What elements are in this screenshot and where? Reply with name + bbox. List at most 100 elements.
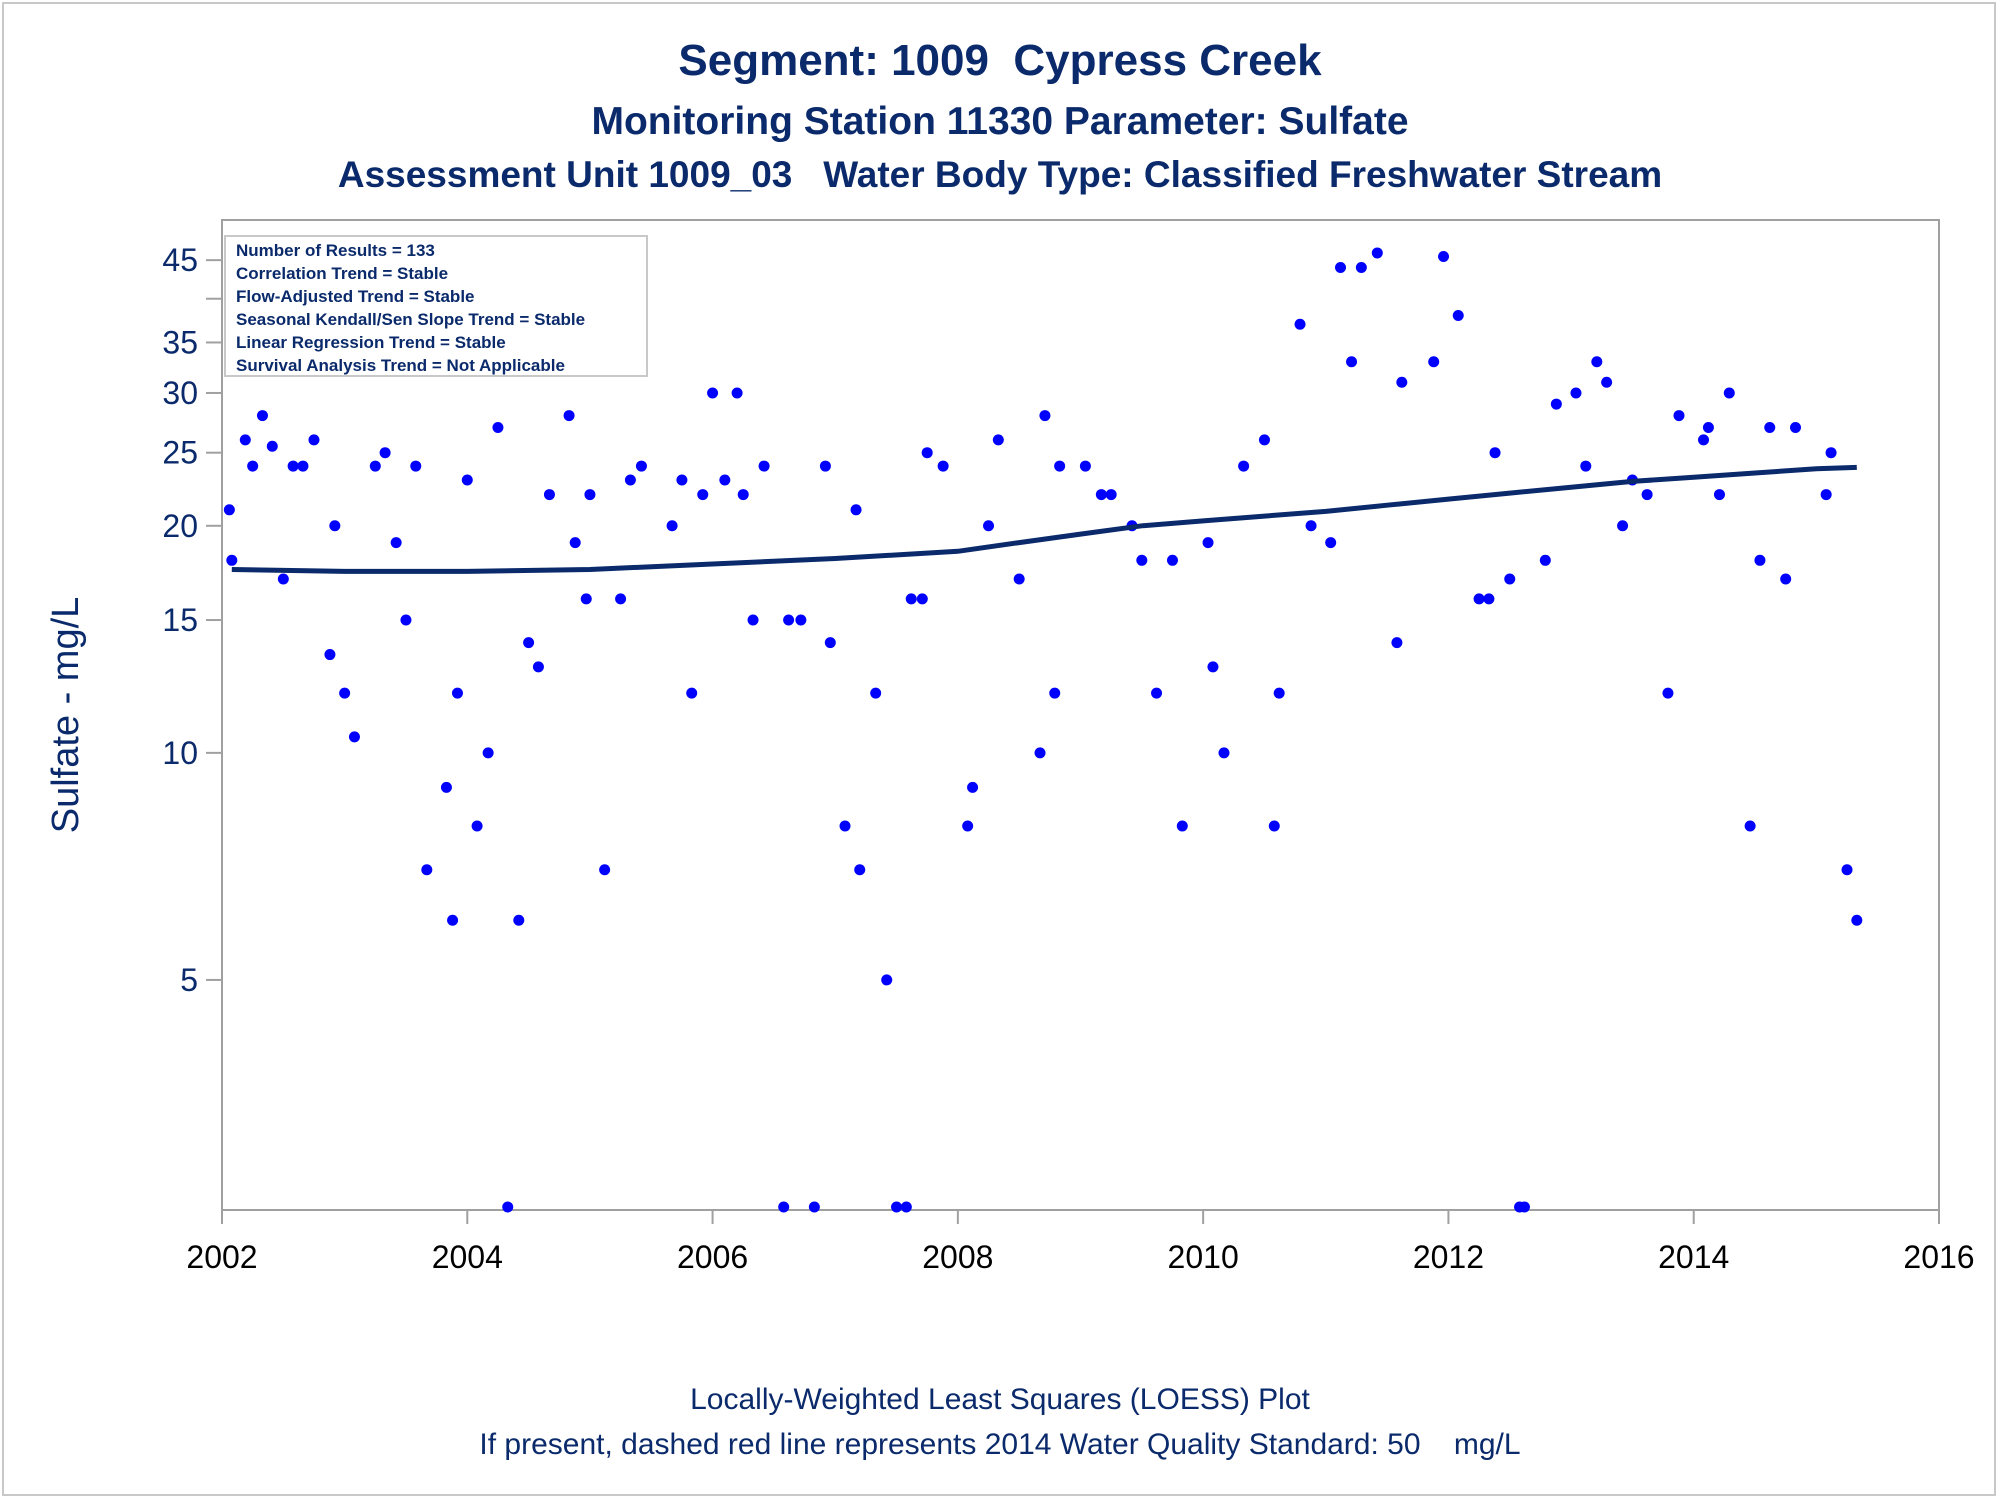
data-point	[1754, 554, 1766, 566]
data-point	[1483, 593, 1495, 605]
data-point	[783, 614, 795, 626]
data-point	[1550, 398, 1562, 410]
data-point	[1136, 554, 1148, 566]
chart-subtitle-2: Assessment Unit 1009_03 Water Body Type:…	[337, 154, 1663, 195]
data-point	[870, 687, 882, 699]
data-point	[502, 1201, 514, 1213]
stats-lines: Number of Results = 133 Correlation Trend…	[236, 241, 585, 375]
data-point	[992, 434, 1004, 446]
data-point	[758, 460, 770, 472]
data-point	[369, 460, 381, 472]
data-point	[569, 537, 581, 549]
data-point	[1580, 460, 1592, 472]
data-point	[983, 520, 995, 532]
data-point	[1151, 687, 1163, 699]
chart-title: Segment: 1009 Cypress Creek	[678, 36, 1322, 85]
y-tick-label: 5	[180, 962, 198, 998]
y-tick-label: 15	[162, 602, 198, 638]
data-point	[1570, 387, 1582, 399]
data-point	[1294, 318, 1306, 330]
data-point	[1273, 687, 1285, 699]
data-point	[523, 637, 535, 649]
data-point	[390, 537, 402, 549]
data-point	[492, 421, 504, 433]
data-point	[850, 504, 862, 516]
data-point	[247, 460, 259, 472]
data-point	[1325, 537, 1337, 549]
data-point	[1723, 387, 1735, 399]
data-point	[1238, 460, 1250, 472]
data-point	[635, 460, 647, 472]
data-point	[747, 614, 759, 626]
data-point	[1034, 747, 1046, 759]
data-point	[308, 434, 320, 446]
data-point	[513, 914, 525, 926]
data-point	[1396, 376, 1408, 388]
data-point	[1744, 820, 1756, 832]
data-point	[1601, 376, 1613, 388]
x-axis: 2002 2004 2006 2008 2010 2012 2014 2016	[186, 1210, 1975, 1275]
data-point	[1764, 421, 1776, 433]
data-point	[379, 447, 391, 459]
data-point	[1202, 537, 1214, 549]
data-point	[1079, 460, 1091, 472]
data-point	[937, 460, 949, 472]
footnote-1: Locally-Weighted Least Squares (LOESS) P…	[690, 1383, 1310, 1416]
y-tick-label: 35	[162, 324, 198, 360]
data-point	[1268, 820, 1280, 832]
data-point	[451, 687, 463, 699]
plot-area	[221, 219, 1940, 1211]
data-point	[1335, 262, 1347, 274]
data-point	[905, 593, 917, 605]
data-point	[1820, 489, 1832, 501]
y-tick-label: 20	[162, 508, 198, 544]
data-point	[1662, 687, 1674, 699]
data-point	[584, 489, 596, 501]
data-point	[1702, 421, 1714, 433]
stats-line: Seasonal Kendall/Sen Slope Trend = Stabl…	[236, 310, 585, 329]
data-point	[1698, 434, 1710, 446]
data-point	[277, 573, 289, 585]
data-point	[891, 1201, 903, 1213]
data-point	[1054, 460, 1066, 472]
data-point	[1780, 573, 1792, 585]
data-point	[1166, 554, 1178, 566]
data-point	[697, 489, 709, 501]
data-point	[256, 410, 268, 422]
data-point	[839, 820, 851, 832]
data-point	[916, 593, 928, 605]
data-point	[297, 460, 309, 472]
data-point	[1258, 434, 1270, 446]
x-tick-label: 2004	[432, 1239, 503, 1275]
data-point	[532, 661, 544, 673]
loess-line	[231, 464, 1857, 574]
data-point	[599, 864, 611, 876]
data-point	[819, 460, 831, 472]
data-point	[471, 820, 483, 832]
data-point	[1713, 489, 1725, 501]
data-point	[324, 649, 336, 661]
data-point	[1355, 262, 1367, 274]
data-point	[666, 520, 678, 532]
data-point	[737, 489, 749, 501]
data-point	[1039, 410, 1051, 422]
data-point	[421, 864, 433, 876]
data-point	[563, 410, 575, 422]
data-point	[808, 1201, 820, 1213]
data-point	[731, 387, 743, 399]
data-point	[795, 614, 807, 626]
data-point	[482, 747, 494, 759]
y-axis: 5 10 15 20 25 30 35 45	[162, 242, 222, 998]
x-tick-label: 2016	[1903, 1239, 1974, 1275]
data-point	[1591, 356, 1603, 368]
data-point	[239, 434, 251, 446]
data-point	[1207, 661, 1219, 673]
data-point	[400, 614, 412, 626]
data-point	[1346, 356, 1358, 368]
data-point	[1305, 520, 1317, 532]
chart-subtitle: Monitoring Station 11330 Parameter: Sulf…	[591, 100, 1409, 143]
x-tick-label: 2014	[1658, 1239, 1729, 1275]
y-axis-label: Sulfate - mg/L	[45, 597, 87, 834]
data-point	[266, 440, 278, 452]
